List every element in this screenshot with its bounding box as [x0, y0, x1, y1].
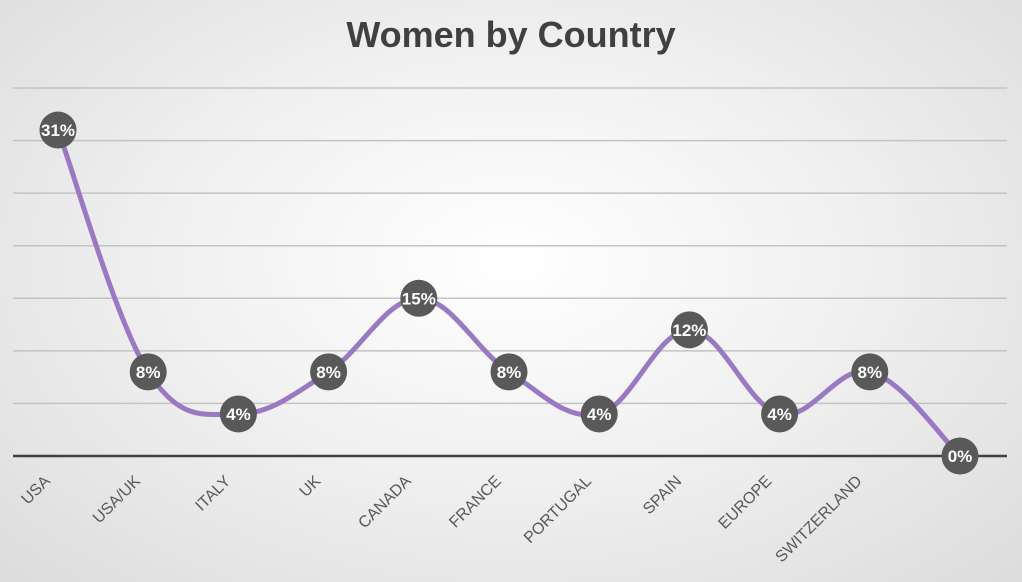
x-tick-label: SPAIN — [640, 473, 685, 518]
data-label: 0% — [948, 447, 973, 466]
data-point-marker — [670, 311, 708, 349]
data-point-marker — [129, 353, 167, 391]
data-label: 8% — [136, 363, 161, 382]
data-label: 31% — [41, 121, 75, 140]
data-point-marker — [39, 111, 77, 149]
data-point-marker — [941, 437, 979, 475]
x-tick-label: SWITZERLAND — [773, 473, 866, 566]
data-label: 12% — [672, 321, 706, 340]
x-tick-label: FRANCE — [446, 473, 505, 532]
data-markers: 31% 8% 4% 8% 15% 8% 4% 12% 4% 8% 0% — [39, 111, 979, 475]
x-tick-label: USA — [19, 473, 55, 509]
data-point-marker — [851, 353, 889, 391]
x-tick-label: EUROPE — [716, 473, 776, 533]
x-tick-label: PORTUGAL — [521, 473, 595, 547]
gridlines — [13, 87, 1007, 405]
x-tick-label: UK — [297, 473, 325, 501]
data-label: 4% — [226, 405, 251, 424]
series-line-group — [55, 127, 963, 459]
data-label: 4% — [767, 405, 792, 424]
chart-title: Women by Country — [346, 14, 675, 55]
data-label: 8% — [316, 363, 341, 382]
data-point-marker — [761, 395, 799, 433]
data-label: 8% — [858, 363, 883, 382]
data-label: 15% — [402, 289, 436, 308]
x-tick-label: CANADA — [355, 473, 414, 532]
data-point-marker — [580, 395, 618, 433]
data-point-marker — [219, 395, 257, 433]
x-tick-label: USA/UK — [90, 473, 144, 527]
x-tick-label: ITALY — [192, 473, 234, 515]
data-label: 8% — [497, 363, 522, 382]
data-point-marker — [400, 279, 438, 317]
data-label: 4% — [587, 405, 612, 424]
x-tick-labels: USA USA/UK ITALY UK CANADA FRANCE PORTUGAL SPAI… — [19, 473, 866, 566]
data-point-marker — [490, 353, 528, 391]
series-line — [55, 127, 963, 459]
data-point-marker — [310, 353, 348, 391]
